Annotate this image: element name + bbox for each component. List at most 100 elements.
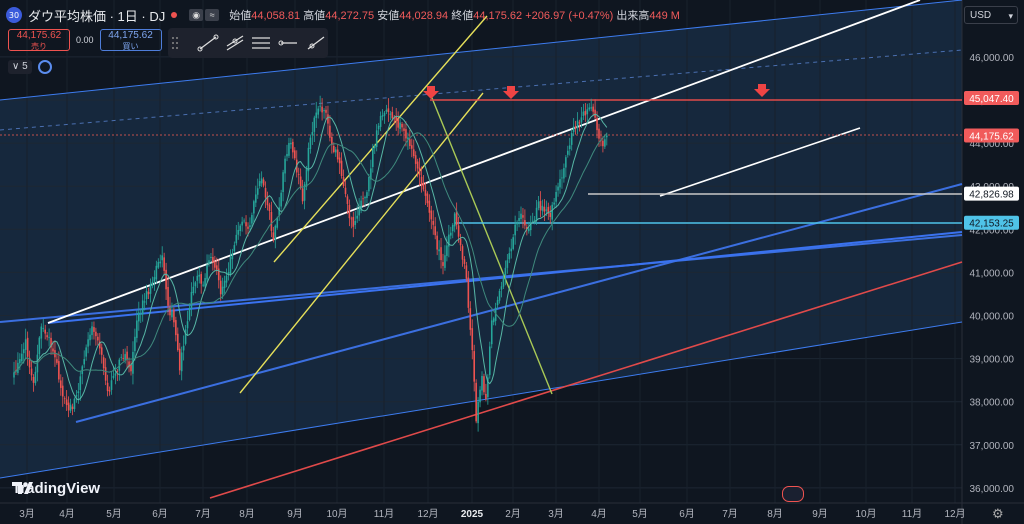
candle — [383, 112, 386, 116]
candle — [87, 339, 89, 347]
candle — [73, 398, 76, 410]
candle — [104, 367, 107, 381]
ray-icon[interactable] — [304, 34, 326, 52]
candle — [282, 172, 284, 193]
fib-levels-icon[interactable] — [250, 34, 272, 52]
candle — [533, 219, 536, 221]
candle — [200, 274, 202, 284]
white-trend-line[interactable] — [659, 127, 861, 197]
blue-trend-line[interactable] — [0, 234, 963, 323]
indicator-toggle[interactable]: ∨ 5 — [8, 60, 32, 74]
candle — [516, 222, 518, 225]
candle — [403, 128, 405, 131]
candle — [473, 351, 475, 382]
symbol-header: 30 ダウ平均株価 · 1日 · DJ ◉ ≈ 始値44,058.81 高値44,… — [6, 5, 680, 25]
candle — [364, 196, 366, 199]
down-arrow-icon[interactable] — [754, 84, 770, 97]
sync-icon[interactable] — [37, 60, 52, 74]
white-channel-line[interactable] — [47, 0, 921, 324]
buy-button[interactable]: 44,175.62 買い — [99, 29, 162, 51]
candle — [128, 361, 130, 368]
drag-handle-icon[interactable] — [170, 34, 192, 52]
candle — [309, 137, 312, 149]
candle — [570, 132, 573, 145]
candle — [323, 110, 325, 112]
gear-icon[interactable]: ⚙ — [992, 506, 1004, 521]
candle — [397, 118, 399, 128]
down-arrow-icon[interactable] — [423, 86, 439, 99]
candle — [280, 192, 282, 207]
candle — [317, 108, 319, 115]
candle — [138, 312, 140, 322]
indicator-count: 5 — [22, 61, 28, 72]
candle — [420, 176, 423, 186]
wave-icon[interactable]: ≈ — [205, 9, 220, 21]
candle — [411, 145, 413, 149]
candle — [272, 232, 275, 241]
candle — [514, 224, 516, 236]
indicator-bar: ∨ 5 — [8, 60, 52, 74]
candle — [426, 193, 429, 204]
yellow-channel-line[interactable] — [273, 15, 488, 263]
channel-upper[interactable] — [0, 0, 963, 101]
channel-lower[interactable] — [0, 321, 963, 479]
candle — [489, 346, 491, 375]
trend-line-icon[interactable] — [197, 34, 219, 52]
low-value: 44,028.94 — [399, 10, 449, 22]
y-tick-label: 41,000.00 — [970, 268, 1015, 279]
us-flag-icon[interactable] — [782, 486, 804, 502]
eye-icon[interactable]: ◉ — [189, 9, 204, 21]
horizontal-ray-icon[interactable] — [277, 34, 299, 52]
symbol-logo-icon[interactable]: 30 — [6, 7, 22, 23]
candle — [438, 249, 440, 252]
candle — [321, 106, 323, 113]
candle — [171, 311, 173, 318]
candle — [190, 291, 193, 309]
parallel-channel-icon[interactable] — [224, 34, 246, 52]
tradingview-logo: TradingView — [12, 480, 100, 497]
candle — [604, 139, 606, 147]
candle — [227, 272, 230, 275]
channel-midline[interactable] — [0, 49, 963, 131]
candle — [108, 390, 111, 392]
symbol-title[interactable]: ダウ平均株価 · 1日 · DJ — [28, 8, 166, 24]
candle — [463, 259, 466, 264]
candle — [145, 290, 148, 300]
price-label: 44,175.62 — [969, 132, 1014, 143]
candle — [26, 337, 29, 357]
red-trend-line[interactable] — [209, 261, 963, 499]
candle — [208, 260, 210, 265]
candle — [122, 358, 124, 359]
candle — [574, 126, 577, 129]
candle — [477, 401, 479, 424]
currency-select[interactable]: USD — [964, 6, 1018, 25]
candle — [184, 329, 187, 344]
green-trend-line[interactable] — [429, 92, 553, 395]
down-arrow-icon[interactable] — [503, 86, 519, 99]
candle — [266, 196, 269, 206]
change-value: +206.97 (+0.47%) — [525, 10, 614, 22]
candle — [385, 109, 388, 112]
candle — [301, 188, 304, 202]
candle — [479, 389, 481, 403]
candle — [134, 336, 136, 352]
candle — [602, 140, 604, 147]
candle — [535, 207, 538, 220]
candle — [401, 123, 403, 128]
y-tick-label: 36,000.00 — [970, 484, 1015, 495]
candle — [38, 337, 41, 355]
candle — [110, 380, 113, 390]
candle — [268, 204, 271, 212]
yellow-channel-line[interactable] — [239, 92, 484, 394]
candle — [319, 105, 321, 107]
sell-button[interactable]: 44,175.62 売り — [8, 29, 70, 51]
x-tick-label: 3月 — [19, 508, 35, 520]
candle — [292, 141, 294, 153]
candle — [348, 204, 351, 219]
candle — [368, 177, 370, 192]
candle — [561, 177, 563, 179]
candle — [163, 257, 165, 271]
x-tick-label: 6月 — [152, 508, 168, 520]
candle — [580, 117, 583, 123]
